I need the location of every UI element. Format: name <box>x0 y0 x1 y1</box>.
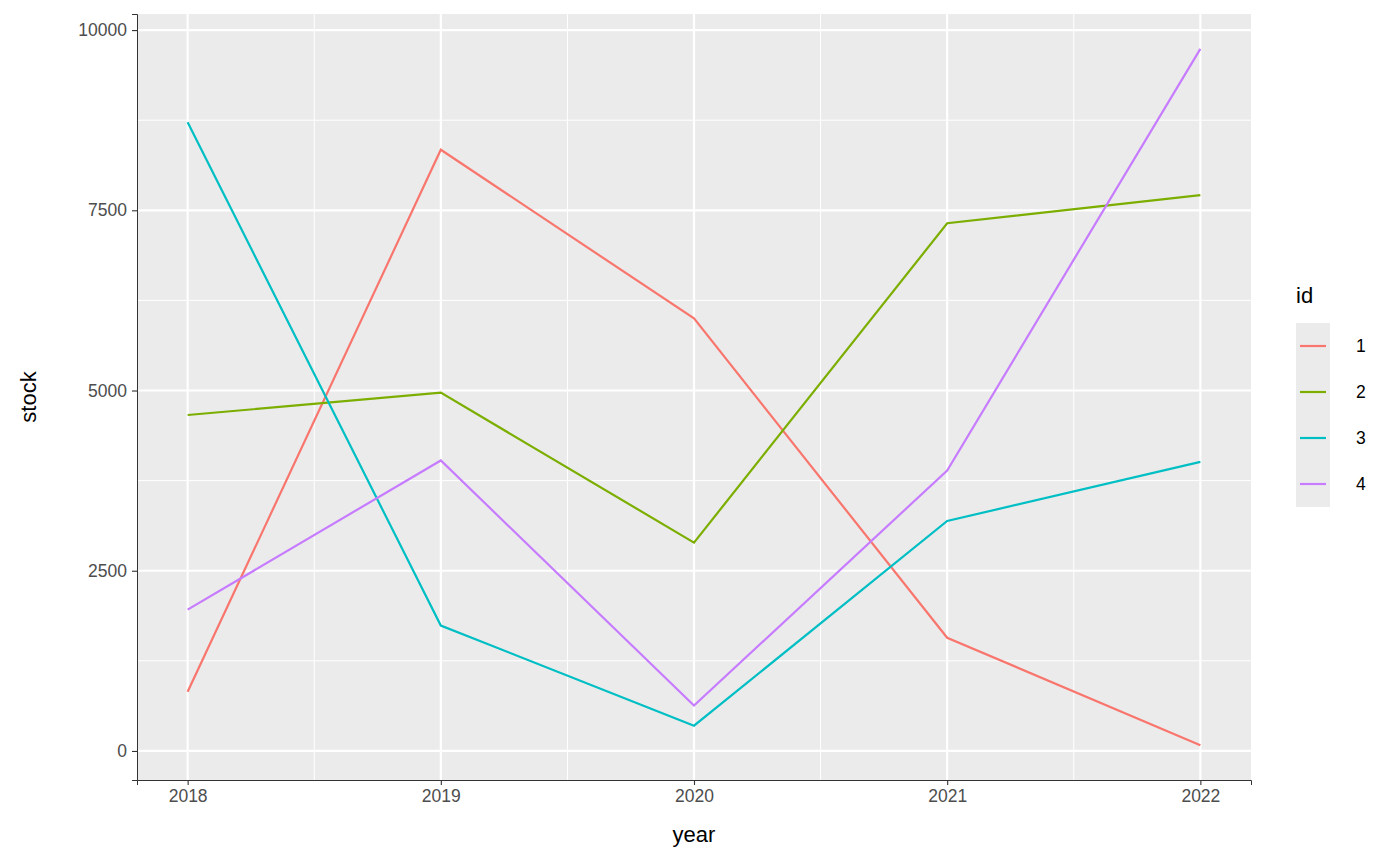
legend-key <box>1300 483 1326 485</box>
tick-label: 2022 <box>1181 786 1220 806</box>
legend-label: 3 <box>1356 428 1366 448</box>
minor-grid-line <box>567 14 568 780</box>
legend-title: id <box>1296 283 1313 308</box>
tick: 2019 <box>422 780 461 806</box>
tick: 10000 <box>78 20 137 40</box>
series-line <box>188 49 1201 706</box>
panel-background <box>137 14 1251 780</box>
tick: 0 <box>117 741 137 761</box>
tick: 2022 <box>1181 780 1220 806</box>
grid-line <box>693 14 695 780</box>
legend-key <box>1300 437 1326 439</box>
series-line <box>188 150 1201 745</box>
y-axis: 0 2500 5000 7500 10000 <box>78 15 137 781</box>
tick: 5000 <box>88 381 137 401</box>
axis-line <box>132 15 138 781</box>
legend-key <box>1300 391 1326 393</box>
tick-label: 2019 <box>422 786 461 806</box>
grid-line <box>946 14 948 780</box>
lines <box>188 49 1201 745</box>
tick-label: 0 <box>117 741 127 761</box>
legend-key-background <box>1296 323 1330 507</box>
legend-label: 2 <box>1356 382 1366 402</box>
x-axis-title: year <box>673 822 716 847</box>
tick-mark <box>132 751 137 752</box>
tick-mark <box>132 30 137 31</box>
legend-key <box>1300 345 1326 347</box>
grid-line <box>440 14 442 780</box>
series-line <box>188 122 1201 725</box>
tick: 2020 <box>675 780 714 806</box>
tick-mark <box>441 780 442 785</box>
tick-mark <box>947 780 948 785</box>
tick: 2021 <box>928 780 967 806</box>
grid-line <box>1199 14 1201 780</box>
tick-mark <box>694 780 695 785</box>
minor-grid-line <box>314 14 315 780</box>
grid <box>137 14 1251 780</box>
tick-label: 2020 <box>675 786 714 806</box>
legend-label: 4 <box>1356 474 1366 494</box>
tick-label: 2500 <box>88 561 127 581</box>
tick: 7500 <box>88 200 137 220</box>
tick-mark <box>132 571 137 572</box>
tick-mark <box>132 390 137 391</box>
legend-label: 1 <box>1356 336 1366 356</box>
tick: 2018 <box>169 780 208 806</box>
tick-label: 2021 <box>928 786 967 806</box>
tick: 2500 <box>88 561 137 581</box>
axis-line <box>138 781 1252 786</box>
series-line <box>188 195 1201 542</box>
tick-mark <box>188 780 189 785</box>
tick-label: 7500 <box>88 200 127 220</box>
x-axis: 2018 2019 2020 2021 2022 <box>138 780 1252 806</box>
tick-label: 2018 <box>169 786 208 806</box>
legend: id 1 2 3 4 <box>1296 283 1366 507</box>
tick-label: 5000 <box>88 381 127 401</box>
chart: 0 2500 5000 7500 10000 2018 2019 2020 2021 2022 ye… <box>0 0 1400 865</box>
tick-mark <box>1200 780 1201 785</box>
tick-label: 10000 <box>78 20 127 40</box>
minor-grid-line <box>1073 14 1074 780</box>
minor-grid-line <box>820 14 821 780</box>
grid-line <box>187 14 189 780</box>
y-axis-title: stock <box>16 370 41 422</box>
tick-mark <box>132 210 137 211</box>
